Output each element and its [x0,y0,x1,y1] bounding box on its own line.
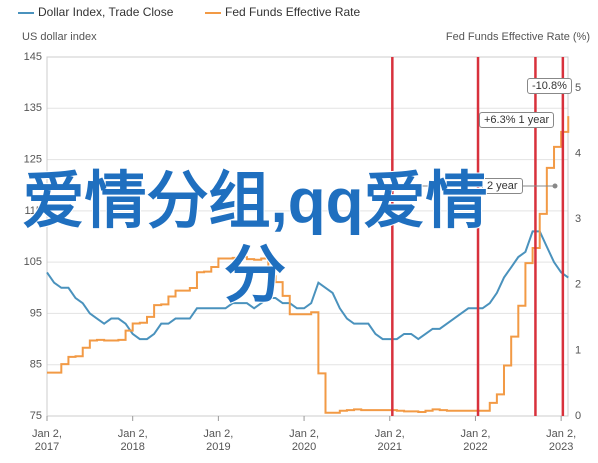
y-tick-label: 85 [30,359,42,371]
x-tick-label: Jan 2, 2019 [203,428,234,453]
y2-tick-label: 2 [575,279,581,291]
y-axis-label: US dollar index [22,31,97,43]
y-tick-label: 95 [30,307,42,319]
annotation: -10.8% [527,78,572,94]
y2-tick-label: 3 [575,213,581,225]
x-tick-label: Jan 2, 2020 [289,428,320,453]
series-line [47,116,570,414]
overlay-text: 爱情分组,qq爱情分 [22,166,489,311]
y2-tick-label: 0 [575,410,581,422]
y-tick-label: 125 [24,153,42,165]
y-tick-label: 135 [24,102,42,114]
x-tick-label: Jan 2, 2018 [117,428,148,453]
range-dot [397,183,403,189]
legend-label: Fed Funds Effective Rate [225,5,361,19]
y2-tick-label: 5 [575,82,581,94]
x-tick-label: Jan 2, 2017 [32,428,62,453]
y2-axis-label: Fed Funds Effective Rate (%) [446,31,590,43]
range-dot [552,183,558,189]
y-tick-label: 75 [30,410,42,422]
x-tick-label: Jan 2, 2022 [460,428,491,453]
y-tick-label: 115 [24,205,42,217]
series-line [46,230,569,341]
annotation: +6.3% 1 year [479,112,555,128]
x-tick-label: Jan 2, 2021 [374,428,405,453]
y2-tick-label: 1 [575,344,581,356]
x-tick-label: Jan 2, 2023 [546,428,577,453]
plot-frame [46,56,569,417]
legend-label: Dollar Index, Trade Close [38,5,174,19]
y-tick-label: 105 [24,256,42,268]
annotation: 2 year [482,178,523,194]
y2-tick-label: 4 [575,147,581,159]
y-tick-label: 145 [24,51,42,63]
